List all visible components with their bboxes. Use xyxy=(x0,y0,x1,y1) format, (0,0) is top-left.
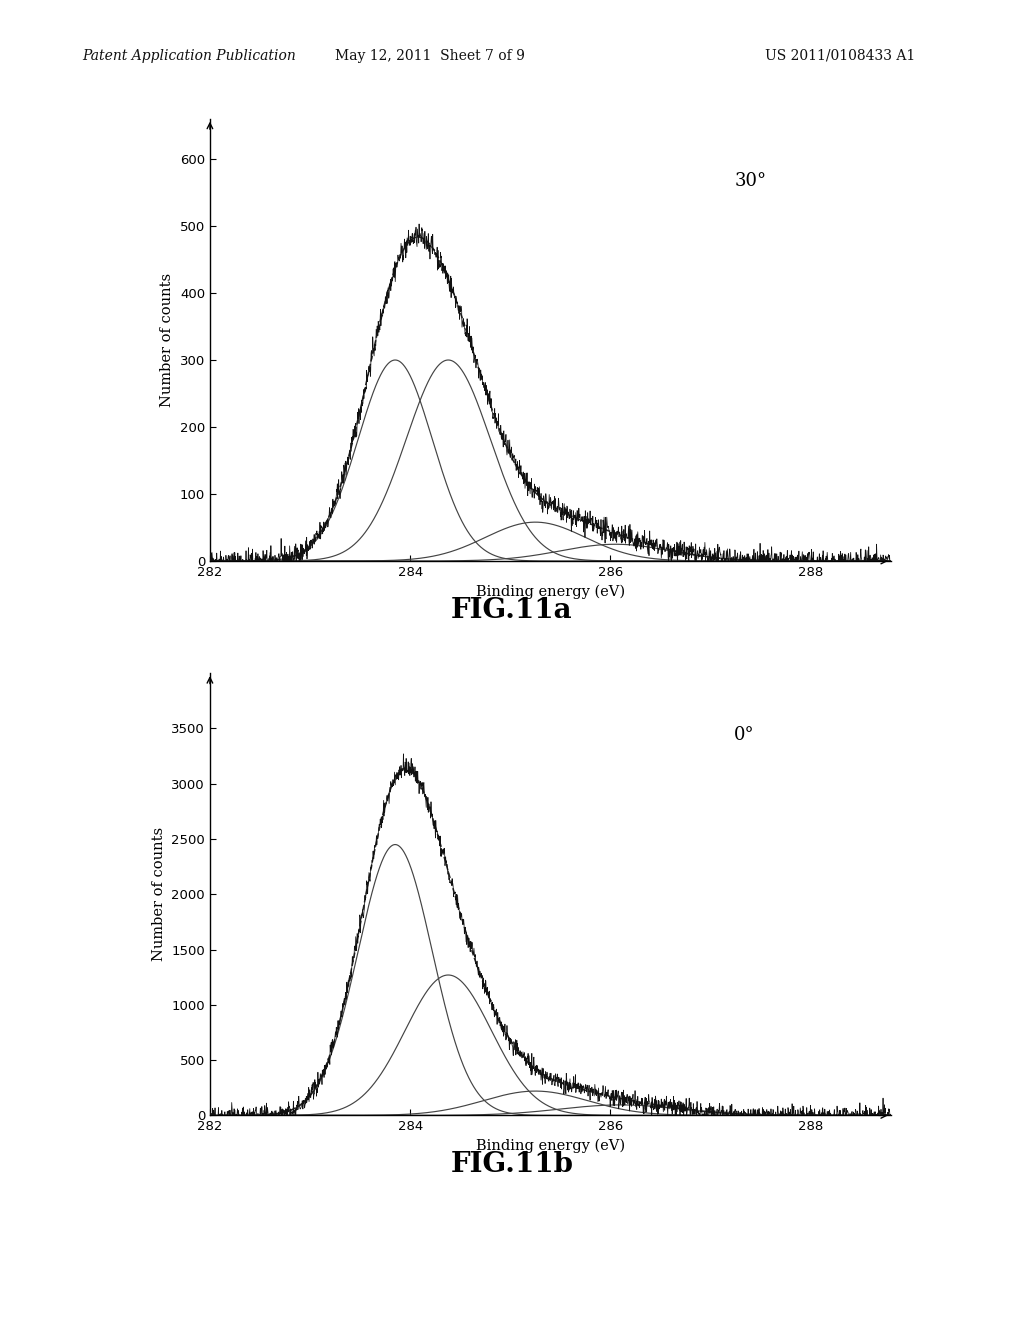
Text: 30°: 30° xyxy=(734,172,766,190)
X-axis label: Binding energy (eV): Binding energy (eV) xyxy=(476,1139,625,1154)
X-axis label: Binding energy (eV): Binding energy (eV) xyxy=(476,585,625,599)
Text: FIG.11a: FIG.11a xyxy=(452,597,572,623)
Text: Patent Application Publication: Patent Application Publication xyxy=(82,49,296,63)
Text: 0°: 0° xyxy=(734,726,755,744)
Text: May 12, 2011  Sheet 7 of 9: May 12, 2011 Sheet 7 of 9 xyxy=(335,49,525,63)
Text: FIG.11b: FIG.11b xyxy=(451,1151,573,1177)
Text: US 2011/0108433 A1: US 2011/0108433 A1 xyxy=(765,49,914,63)
Y-axis label: Number of counts: Number of counts xyxy=(160,273,174,407)
Y-axis label: Number of counts: Number of counts xyxy=(152,828,166,961)
